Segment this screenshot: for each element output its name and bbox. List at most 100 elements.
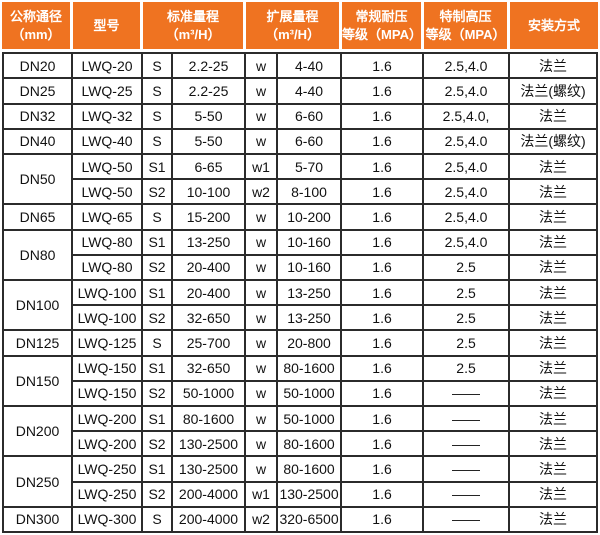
cell-standard-range: 32-650 [173,356,247,382]
cell-standard-range: 2.2-25 [173,79,247,105]
cell-extended-range: 5-70 [278,154,343,181]
cell-high-pressure-rating: —— [424,432,511,458]
cell-model: LWQ-150 [73,356,143,382]
header-nominal-diameter: 公称通径 （mm） [2,2,73,52]
cell-standard-range: 200-4000 [173,482,247,508]
cell-install-method: 法兰 [510,331,599,357]
cell-pressure-rating: 1.6 [342,255,425,281]
cell-extended-range: 13-250 [278,306,343,332]
cell-nominal-diameter: DN150 [2,356,73,407]
cell-nominal-diameter: DN100 [2,280,73,332]
cell-high-pressure-rating: 2.5 [424,280,511,307]
cell-extended-code: w [246,432,279,458]
cell-high-pressure-rating: 2.5 [424,331,511,357]
table-row: DN40 LWQ-40 S 5-50 w 6-60 1.6 2.5,4.0 法兰(螺纹) [2,129,599,155]
table-row: DN300 LWQ-300 S 200-4000 w2 320-6500 1.6 —— 法兰 [2,507,599,533]
cell-nominal-diameter: DN40 [2,129,73,155]
cell-high-pressure-rating: 2.5 [424,306,511,332]
cell-pressure-rating: 1.6 [342,331,425,357]
cell-extended-range: 50-1000 [278,381,343,407]
cell-standard-range: 20-400 [173,255,247,281]
table-row: DN125 LWQ-125 S 25-700 w 20-800 1.6 2.5 法兰 [2,331,599,357]
cell-extended-code: w [246,79,279,105]
cell-standard-code: S2 [143,432,173,458]
cell-model: LWQ-100 [73,280,143,307]
cell-extended-code: w [246,306,279,332]
cell-extended-code: w [246,280,279,307]
table-header: 公称通径 （mm） 型号 标准量程 （m³/H） 扩展量程 （m³/H） 常规耐… [2,2,599,52]
cell-model: LWQ-80 [73,230,143,256]
cell-standard-code: S2 [143,482,173,508]
cell-install-method: 法兰 [510,205,599,231]
cell-model: LWQ-250 [73,482,143,508]
cell-pressure-rating: 1.6 [342,230,425,256]
cell-pressure-rating: 1.6 [342,52,425,80]
table-row: DN150 LWQ-150 S1 32-650 w 80-1600 1.6 2.5 法兰 [2,356,599,407]
cell-standard-code: S2 [143,255,173,281]
cell-pressure-rating: 1.6 [342,154,425,181]
cell-standard-code: S [143,52,173,80]
cell-high-pressure-rating: 2.5,4.0 [424,154,511,181]
cell-install-method: 法兰 [510,432,599,458]
table-row: DN250 LWQ-250 S1 130-2500 w 80-1600 1.6 —— 法兰 [2,457,599,508]
cell-extended-range: 80-1600 [278,457,343,483]
cell-install-method: 法兰 [510,306,599,332]
cell-pressure-rating: 1.6 [342,381,425,407]
cell-model: LWQ-32 [73,104,143,130]
cell-extended-code: w1 [246,154,279,181]
cell-pressure-rating: 1.6 [342,180,425,206]
cell-nominal-diameter: DN250 [2,457,73,508]
cell-model: LWQ-300 [73,507,143,533]
cell-install-method: 法兰 [510,280,599,307]
cell-install-method: 法兰 [510,356,599,382]
cell-extended-range: 4-40 [278,79,343,105]
header-extended-range: 扩展量程 （m³/H） [246,2,343,52]
cell-high-pressure-rating: —— [424,457,511,483]
cell-standard-range: 200-4000 [173,507,247,533]
cell-model: LWQ-20 [73,52,143,80]
cell-extended-code: w [246,255,279,281]
cell-extended-range: 130-2500 [278,482,343,508]
cell-high-pressure-rating: —— [424,381,511,407]
cell-install-method: 法兰 [510,180,599,206]
cell-standard-code: S [143,331,173,357]
cell-install-method: 法兰 [510,230,599,256]
cell-nominal-diameter: DN25 [2,79,73,105]
cell-install-method: 法兰(螺纹) [510,79,599,105]
cell-extended-range: 6-60 [278,104,343,130]
cell-standard-range: 50-1000 [173,381,247,407]
cell-extended-range: 320-6500 [278,507,343,533]
cell-standard-range: 15-200 [173,205,247,231]
header-normal-pressure-rating: 常规耐压 等级（MPA） [342,2,425,52]
cell-standard-code: S1 [143,280,173,307]
cell-nominal-diameter: DN300 [2,507,73,533]
cell-pressure-rating: 1.6 [342,104,425,130]
cell-high-pressure-rating: —— [424,406,511,433]
cell-standard-range: 13-250 [173,230,247,256]
cell-model: LWQ-250 [73,457,143,483]
cell-nominal-diameter: DN125 [2,331,73,357]
cell-nominal-diameter: DN80 [2,230,73,281]
cell-standard-range: 130-2500 [173,457,247,483]
cell-install-method: 法兰(螺纹) [510,129,599,155]
header-standard-range: 标准量程 （m³/H） [143,2,247,52]
cell-extended-code: w1 [246,482,279,508]
cell-high-pressure-rating: 2.5,4.0 [424,129,511,155]
header-install-method: 安装方式 [510,2,599,52]
header-model: 型号 [73,2,143,52]
cell-standard-code: S2 [143,306,173,332]
cell-model: LWQ-25 [73,79,143,105]
cell-install-method: 法兰 [510,482,599,508]
table-row: LWQ-200 S2 130-2500 w 80-1600 1.6 —— 法兰 [2,432,599,458]
cell-standard-range: 80-1600 [173,406,247,433]
cell-model: LWQ-200 [73,406,143,433]
cell-model: LWQ-50 [73,180,143,206]
cell-standard-range: 10-100 [173,180,247,206]
cell-pressure-rating: 1.6 [342,432,425,458]
cell-extended-code: w2 [246,180,279,206]
cell-standard-code: S1 [143,457,173,483]
cell-extended-range: 10-160 [278,255,343,281]
cell-pressure-rating: 1.6 [342,306,425,332]
